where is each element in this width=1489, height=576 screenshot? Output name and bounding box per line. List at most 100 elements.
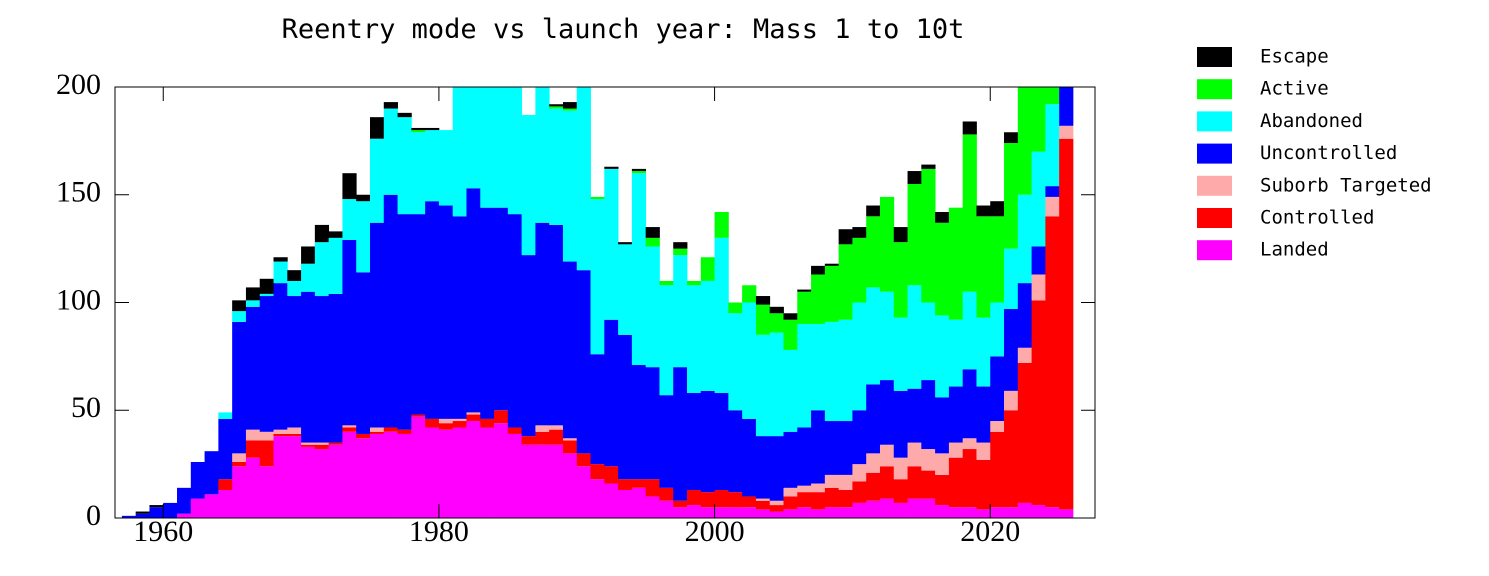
bar-segment xyxy=(797,485,812,493)
bar-segment xyxy=(273,283,288,430)
bar-segment xyxy=(811,509,826,518)
bar-segment xyxy=(838,507,853,518)
bar-segment xyxy=(907,171,922,184)
bar-segment xyxy=(1031,274,1046,301)
legend-swatch xyxy=(1197,208,1232,228)
bar-segment xyxy=(466,414,481,422)
bar-segment xyxy=(535,222,550,426)
bar-segment xyxy=(218,418,233,480)
bar-segment xyxy=(287,296,302,428)
bar-segment xyxy=(879,498,895,518)
bar-segment xyxy=(425,418,440,428)
bar-segment xyxy=(824,263,840,266)
bar-segment xyxy=(935,505,950,518)
bar-segment xyxy=(893,457,908,480)
bar-segment xyxy=(259,278,274,294)
bar-segment xyxy=(838,244,853,320)
bar-segment xyxy=(824,487,840,508)
bar-segment xyxy=(935,211,950,223)
bar-segment xyxy=(948,386,964,443)
bar-segment xyxy=(287,427,302,434)
bar-segment xyxy=(452,421,467,428)
bar-segment xyxy=(356,438,371,518)
bar-segment xyxy=(301,444,316,447)
bar-segment xyxy=(990,431,1005,508)
bar-segment xyxy=(962,507,977,518)
bar-segment xyxy=(631,479,647,488)
bar-segment xyxy=(328,293,343,443)
bar-segment xyxy=(631,173,647,365)
bar-segment xyxy=(852,481,867,503)
bar-segment xyxy=(507,87,523,215)
bar-segment xyxy=(907,183,922,286)
bar-segment xyxy=(921,164,936,169)
bar-segment xyxy=(1004,143,1019,249)
bar-segment xyxy=(1045,104,1060,187)
bar-segment xyxy=(287,436,302,518)
bar-segment xyxy=(728,507,743,518)
bar-segment xyxy=(1004,390,1019,411)
bar-segment xyxy=(852,237,867,303)
bar-segment xyxy=(232,321,247,454)
bar-segment xyxy=(466,412,481,415)
bar-segment xyxy=(907,388,922,443)
bar-segment xyxy=(549,425,564,430)
bar-segment xyxy=(921,168,936,303)
bar-segment xyxy=(273,436,288,518)
bar-segment xyxy=(425,130,440,202)
bar-segment xyxy=(755,334,771,437)
bar-segment xyxy=(1045,186,1060,197)
bar-segment xyxy=(728,410,743,493)
legend-swatch xyxy=(1197,47,1232,67)
bar-segment xyxy=(177,487,192,514)
legend-swatch xyxy=(1197,143,1232,164)
bar-segment xyxy=(149,507,164,518)
bar-segment xyxy=(535,444,550,518)
bar-segment xyxy=(273,257,288,262)
bar-segment xyxy=(645,227,660,238)
bar-segment xyxy=(121,515,137,518)
bar-segment xyxy=(452,427,467,518)
bar-segment xyxy=(356,201,371,273)
bar-segment xyxy=(673,242,688,249)
bar-segment xyxy=(604,483,619,518)
bar-segment xyxy=(411,132,426,215)
bar-segment xyxy=(314,242,330,297)
bar-segment xyxy=(204,451,219,495)
bar-segment xyxy=(521,115,536,256)
bar-segment xyxy=(232,466,247,518)
bar-segment xyxy=(852,227,867,238)
legend-label: Abandoned xyxy=(1260,110,1363,132)
bar-segment xyxy=(893,502,908,518)
bar-segment xyxy=(314,296,330,443)
bar-segment xyxy=(866,384,881,454)
bar-segment xyxy=(866,287,881,385)
bar-segment xyxy=(838,319,853,422)
bar-segment xyxy=(507,427,523,434)
bar-segment xyxy=(576,87,591,271)
bar-segment xyxy=(866,216,881,288)
bar-segment xyxy=(962,369,977,439)
bar-segment xyxy=(797,289,812,292)
bar-segment xyxy=(301,291,316,443)
bar-segment xyxy=(645,237,660,247)
bar-segment xyxy=(1031,87,1046,152)
bar-segment xyxy=(962,291,977,370)
bar-segment xyxy=(962,121,977,135)
bar-segment xyxy=(177,513,192,518)
bar-segment xyxy=(411,214,426,415)
bar-segment xyxy=(562,453,578,518)
bar-segment xyxy=(1017,347,1032,363)
bar-segment xyxy=(507,214,523,428)
bar-segment xyxy=(769,306,784,314)
bar-segment xyxy=(797,492,812,508)
bar-segment xyxy=(921,302,936,381)
bar-segment xyxy=(149,505,164,508)
bar-segment xyxy=(852,502,867,518)
bar-segment xyxy=(645,246,660,368)
bar-segment xyxy=(1045,216,1060,508)
bar-segment xyxy=(990,216,1005,303)
bar-segment xyxy=(659,395,674,488)
bar-segment xyxy=(576,270,591,454)
bar-segment xyxy=(714,507,729,518)
